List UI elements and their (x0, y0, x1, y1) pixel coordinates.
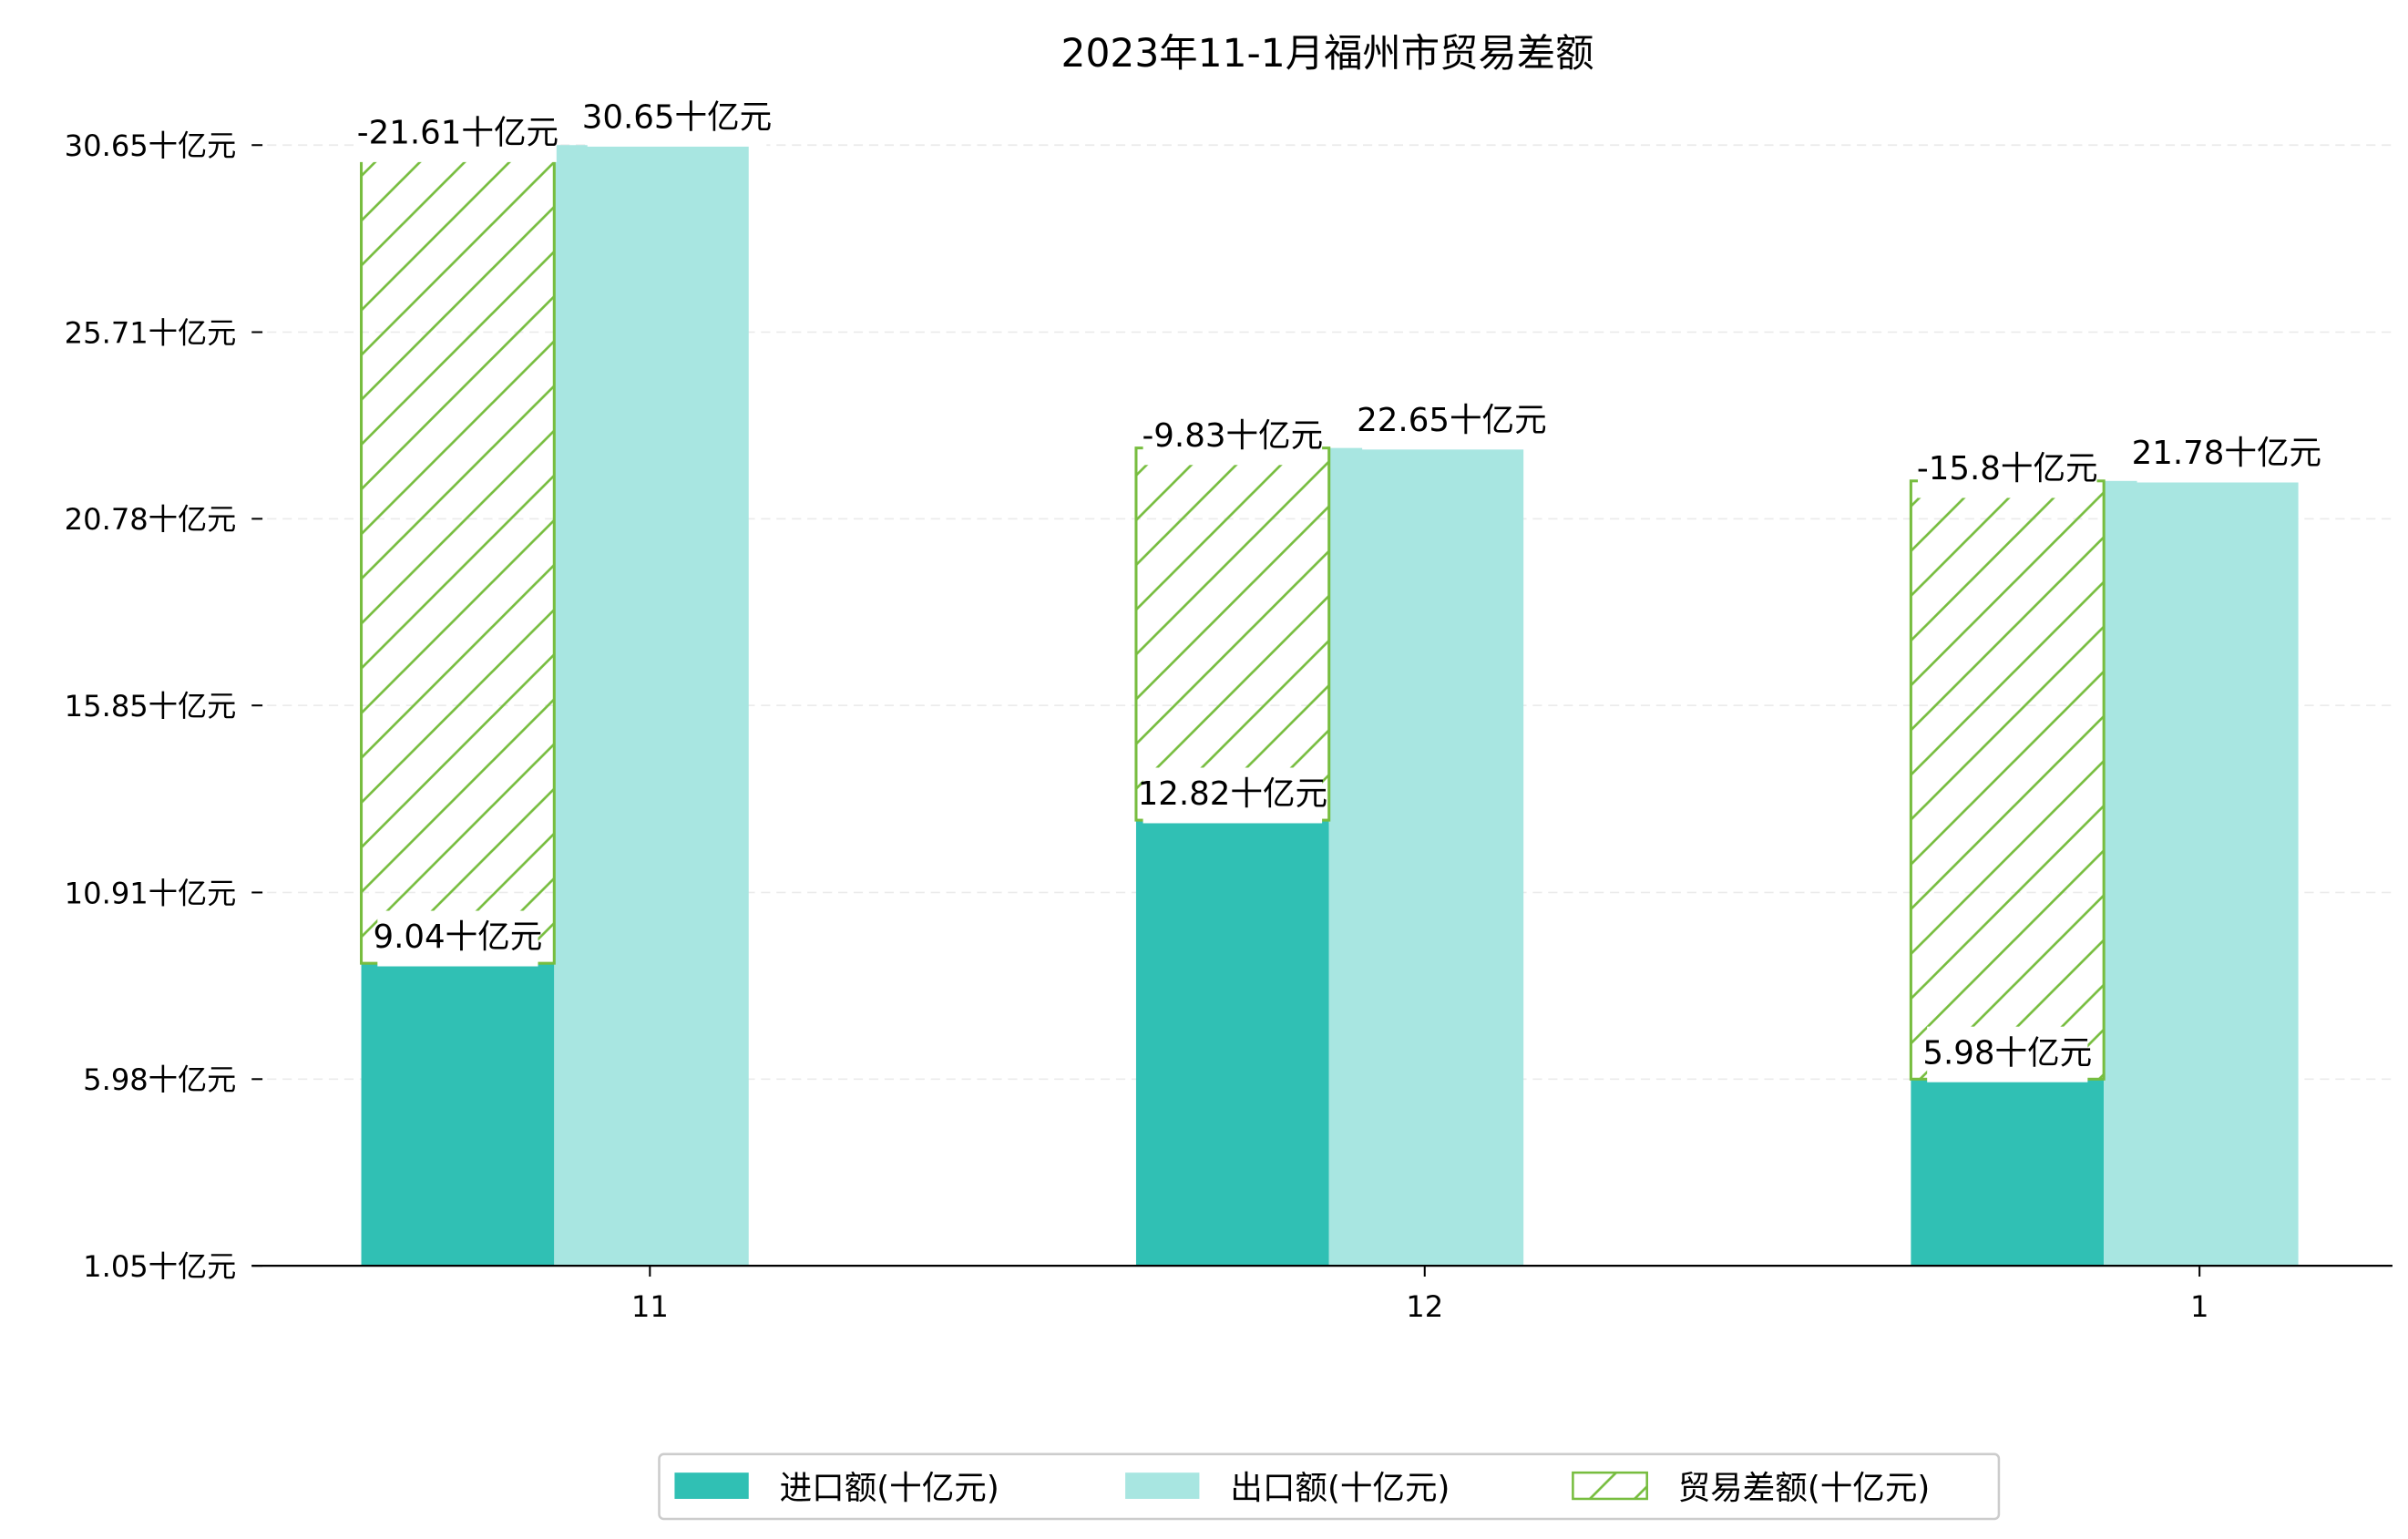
import-bar (1135, 820, 1329, 1267)
export-bar (2104, 480, 2299, 1267)
x-tick-label: 11 (631, 1289, 669, 1324)
trade-balance-bar (360, 143, 556, 965)
export-bar (554, 145, 749, 1267)
y-tick-label: 15.85十亿元 (65, 689, 237, 723)
y-tick-label: 1.05十亿元 (83, 1249, 236, 1284)
x-tick-label: 1 (2190, 1289, 2208, 1324)
legend-swatch (1572, 1471, 1648, 1501)
trade-balance-value-label: -21.61十亿元 (357, 115, 558, 152)
import-value-label-bg (377, 910, 538, 967)
import-value-label: 5.98十亿元 (1922, 1034, 2092, 1072)
export-value-label-bg (1362, 394, 1542, 450)
trade-balance-value-label-bg (358, 106, 557, 162)
legend-label: 出口额(十亿元) (1230, 1470, 1450, 1507)
export-value-label: 21.78十亿元 (2132, 435, 2321, 472)
trade-balance-bar (1134, 446, 1331, 822)
legend: 进口额(十亿元) 出口额(十亿元) 贸易差额(十亿元) (658, 1452, 2001, 1521)
export-value-label-bg (2136, 426, 2317, 483)
export-bar (1328, 447, 1524, 1267)
trade-balance-bar (1909, 479, 2106, 1081)
import-value-label: 12.82十亿元 (1138, 775, 1328, 813)
import-bar (361, 963, 555, 1267)
x-tick-label: 12 (1406, 1289, 1443, 1324)
legend-frame (658, 1452, 2001, 1521)
import-value-label-bg (1143, 767, 1323, 824)
import-value-label: 9.04十亿元 (373, 918, 542, 956)
legend-label: 贸易差额(十亿元) (1678, 1470, 1931, 1507)
y-tick-label: 20.78十亿元 (65, 502, 237, 537)
trade-balance-value-label-bg (1918, 442, 2097, 498)
y-tick-label: 25.71十亿元 (65, 315, 237, 350)
trade-balance-value-label: -9.83十亿元 (1142, 417, 1323, 455)
y-tick-label: 10.91十亿元 (65, 876, 237, 910)
y-tick-label: 5.98十亿元 (83, 1062, 236, 1097)
chart-title: 2023年11-1月福州市贸易差额 (1061, 31, 1594, 76)
import-bar (1911, 1079, 2105, 1267)
trade-balance-value-label-bg (1143, 409, 1323, 466)
export-value-label: 22.65十亿元 (1357, 402, 1547, 439)
legend-swatch (674, 1472, 749, 1499)
export-value-label-bg (587, 90, 767, 147)
y-tick-label: 30.65十亿元 (65, 128, 237, 163)
legend-label: 进口额(十亿元) (780, 1470, 999, 1507)
trade-balance-value-label: -15.8十亿元 (1917, 450, 2098, 487)
legend-swatch (1125, 1472, 1200, 1499)
export-value-label: 30.65十亿元 (582, 99, 773, 137)
import-value-label-bg (1927, 1026, 2088, 1082)
